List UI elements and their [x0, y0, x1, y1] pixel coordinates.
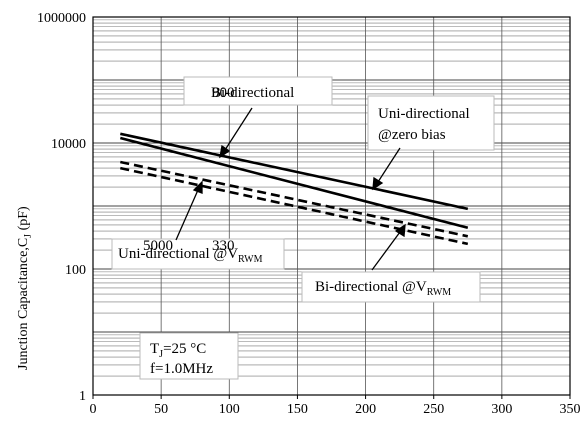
annotation-uni-zero-line1: Uni-directional [378, 106, 470, 122]
annotation-uni-vrwm-text: Uni-directional @V [118, 246, 238, 262]
annotation-bi-box [183, 76, 333, 106]
arrow-bi-vrwm-head [394, 223, 406, 238]
conditions-tj-rest: =25 °C [163, 341, 206, 357]
x-tick-label: 200 [355, 402, 376, 417]
conditions-tj-t: T [150, 341, 159, 357]
arrow-bi-line [224, 107, 253, 151]
annotation-bi-vrwm-box [301, 271, 481, 303]
conditions-tj: TJ=25 °C [150, 341, 206, 360]
annotation-uni-vrwm-sub: RWM [238, 254, 263, 265]
y-tick-label: 1000000 [37, 11, 86, 26]
x-tick-label: 300 [491, 402, 512, 417]
y-axis-title: Junction Capacitance,CJ (pF) [16, 206, 34, 370]
series-line [119, 136, 469, 230]
tick-labels: 0 50 100 150 200 250 300 350 1 100 10000 1000000 [37, 11, 580, 417]
annotation-uni-vrwm-label: Uni-directional @VRWM [118, 246, 263, 265]
x-tick-label: 250 [423, 402, 444, 417]
arrow-bi-vrwm-line [371, 231, 401, 271]
annotation-uni-zero-box [367, 95, 495, 151]
arrow-uni-vrwm-head [192, 180, 203, 194]
series-line [120, 160, 469, 238]
annotation-uni-vrwm-num2: 330 [212, 238, 235, 254]
y-tick-label: 100 [65, 263, 86, 278]
annotation-bi-label: Bi-directional [211, 85, 294, 101]
y-axis-label-unit: (pF) [16, 206, 31, 234]
arrow-uni-zero-head [372, 176, 384, 191]
annotation-uni-zero-line2: @zero bias [378, 127, 446, 143]
series-layer [119, 132, 469, 246]
annotation-uni-vrwm-num1: 5000 [143, 238, 173, 254]
y-axis-label-sub: J [23, 234, 34, 238]
y-tick-label: 1 [79, 389, 86, 404]
arrows [175, 107, 406, 271]
annotation-bi-vrwm-text: Bi-directional @V [315, 279, 427, 295]
conditions-tj-sub: J [159, 349, 163, 360]
annotation-bi-vrwm-label: Bi-directional @VRWM [315, 279, 451, 298]
annotation-uni-vrwm-box [111, 238, 285, 270]
plot-frame [92, 16, 571, 396]
conditions-box [139, 332, 239, 380]
arrow-uni-zero-line [377, 147, 401, 183]
annotation-bi-vrwm-sub: RWM [427, 287, 452, 298]
arrow-bi-head [219, 144, 231, 159]
y-axis-label: Junction Capacitance,C [16, 238, 31, 370]
arrow-uni-vrwm-line [175, 189, 199, 241]
x-tick-label: 350 [560, 402, 580, 417]
y-tick-label: 10000 [51, 137, 86, 152]
x-tick-label: 50 [154, 402, 168, 417]
x-tick-label: 0 [90, 402, 97, 417]
series-line [120, 166, 469, 246]
annotation-bi-overlap: 900 [212, 85, 235, 101]
conditions-frequency: f=1.0MHz [150, 361, 213, 377]
x-tick-label: 100 [219, 402, 240, 417]
x-tick-label: 150 [287, 402, 308, 417]
series-line [120, 132, 469, 211]
